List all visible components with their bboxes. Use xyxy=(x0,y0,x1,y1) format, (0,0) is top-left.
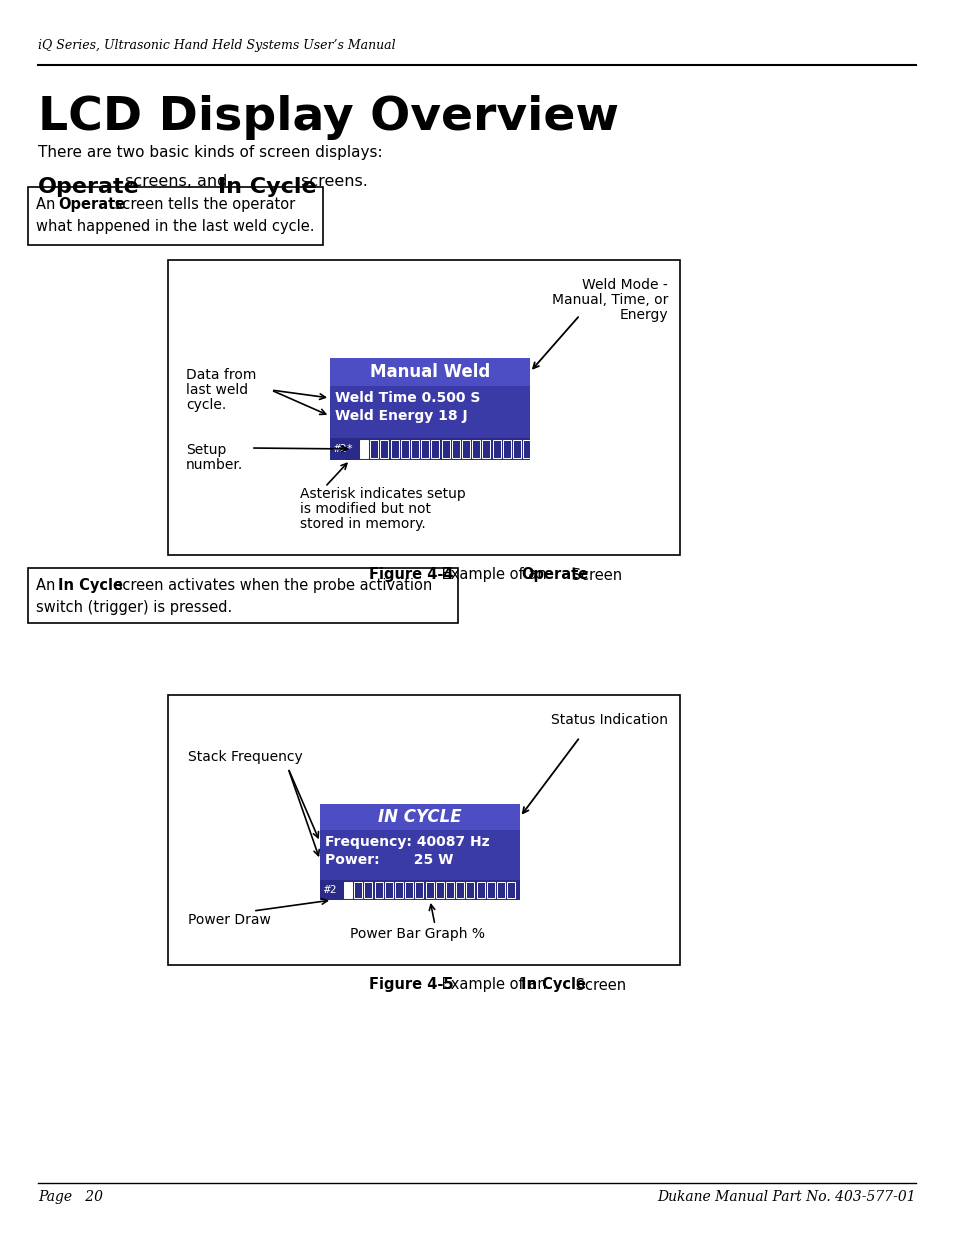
Text: Page   20: Page 20 xyxy=(38,1191,103,1204)
Text: Operate: Operate xyxy=(58,198,125,212)
Bar xyxy=(405,882,413,898)
Bar xyxy=(370,440,377,458)
Bar xyxy=(522,440,531,458)
Text: screens, and: screens, and xyxy=(120,174,233,189)
Bar xyxy=(354,882,362,898)
Text: Status Indication: Status Indication xyxy=(551,713,667,727)
Bar xyxy=(400,440,409,458)
Bar xyxy=(452,440,459,458)
Text: LCD Display Overview: LCD Display Overview xyxy=(38,95,618,140)
Bar xyxy=(168,261,679,555)
Bar xyxy=(330,358,530,459)
Bar xyxy=(395,882,402,898)
Bar xyxy=(390,440,398,458)
Text: Manual, Time, or: Manual, Time, or xyxy=(551,293,667,308)
Bar xyxy=(482,440,490,458)
Text: IN CYCLE: IN CYCLE xyxy=(377,808,461,826)
Text: Example of an: Example of an xyxy=(436,977,551,993)
Bar xyxy=(384,882,393,898)
Text: Stack Frequency: Stack Frequency xyxy=(188,750,302,764)
Bar xyxy=(486,882,495,898)
Bar xyxy=(497,882,504,898)
Text: Setup: Setup xyxy=(186,443,226,457)
Bar xyxy=(344,882,352,898)
Text: An: An xyxy=(36,578,60,593)
Text: #2*: #2* xyxy=(334,445,354,454)
Bar xyxy=(364,882,372,898)
Text: Operate: Operate xyxy=(520,568,588,583)
Bar xyxy=(502,440,510,458)
Text: Manual Weld: Manual Weld xyxy=(370,363,490,382)
Text: In Cycle: In Cycle xyxy=(58,578,123,593)
Bar xyxy=(375,882,382,898)
Text: Power:       25 W: Power: 25 W xyxy=(325,853,453,867)
Bar xyxy=(421,440,429,458)
Bar xyxy=(492,440,500,458)
Text: cycle.: cycle. xyxy=(186,398,226,412)
Text: There are two basic kinds of screen displays:: There are two basic kinds of screen disp… xyxy=(38,144,382,161)
Bar xyxy=(431,440,439,458)
Text: Frequency: 40087 Hz: Frequency: 40087 Hz xyxy=(325,835,489,848)
Text: Figure 4-5: Figure 4-5 xyxy=(369,977,453,993)
Bar xyxy=(330,358,530,387)
Bar xyxy=(380,440,388,458)
Bar xyxy=(507,882,515,898)
Bar xyxy=(461,440,470,458)
Text: Weld Time 0.500 S: Weld Time 0.500 S xyxy=(335,391,480,405)
Text: screens.: screens. xyxy=(295,174,368,189)
Text: Power Bar Graph %: Power Bar Graph % xyxy=(350,927,484,941)
Text: screen activates when the probe activation: screen activates when the probe activati… xyxy=(110,578,432,593)
Bar xyxy=(330,438,530,459)
Bar xyxy=(513,440,520,458)
Text: stored in memory.: stored in memory. xyxy=(299,517,425,531)
Text: In Cycle: In Cycle xyxy=(520,977,585,993)
Text: Weld Energy 18 J: Weld Energy 18 J xyxy=(335,409,467,424)
Text: Energy: Energy xyxy=(618,308,667,322)
Bar xyxy=(441,440,449,458)
Text: switch (trigger) is pressed.: switch (trigger) is pressed. xyxy=(36,600,232,615)
Text: Dukane Manual Part No. 403-577-01: Dukane Manual Part No. 403-577-01 xyxy=(657,1191,915,1204)
Bar xyxy=(28,186,323,245)
Bar xyxy=(436,882,443,898)
Bar xyxy=(466,882,474,898)
Text: Data from: Data from xyxy=(186,368,256,382)
Bar xyxy=(319,804,519,900)
Text: Figure 4-4: Figure 4-4 xyxy=(369,568,453,583)
Text: last weld: last weld xyxy=(186,383,248,396)
Text: iQ Series, Ultrasonic Hand Held Systems User’s Manual: iQ Series, Ultrasonic Hand Held Systems … xyxy=(38,40,395,52)
Text: Example of an: Example of an xyxy=(436,568,551,583)
Text: Power Draw: Power Draw xyxy=(188,913,271,927)
Bar xyxy=(446,882,454,898)
Bar xyxy=(411,440,418,458)
Bar xyxy=(472,440,479,458)
Text: In Cycle: In Cycle xyxy=(218,177,316,198)
Bar xyxy=(359,440,368,458)
Text: screen tells the operator: screen tells the operator xyxy=(110,198,294,212)
Bar xyxy=(476,882,484,898)
Text: Asterisk indicates setup: Asterisk indicates setup xyxy=(299,487,465,501)
Text: An: An xyxy=(36,198,60,212)
Text: number.: number. xyxy=(186,458,243,472)
Bar xyxy=(168,695,679,965)
Bar xyxy=(456,882,464,898)
Text: Screen: Screen xyxy=(566,568,621,583)
Text: Weld Mode -: Weld Mode - xyxy=(581,278,667,291)
Bar xyxy=(319,804,519,830)
Bar xyxy=(319,881,519,900)
Bar xyxy=(28,568,457,622)
Text: what happened in the last weld cycle.: what happened in the last weld cycle. xyxy=(36,219,314,233)
Bar xyxy=(425,882,434,898)
Text: Operate: Operate xyxy=(38,177,139,198)
Bar xyxy=(415,882,423,898)
Text: #2: #2 xyxy=(324,885,337,895)
Text: Screen: Screen xyxy=(571,977,625,993)
Text: is modified but not: is modified but not xyxy=(299,501,431,516)
